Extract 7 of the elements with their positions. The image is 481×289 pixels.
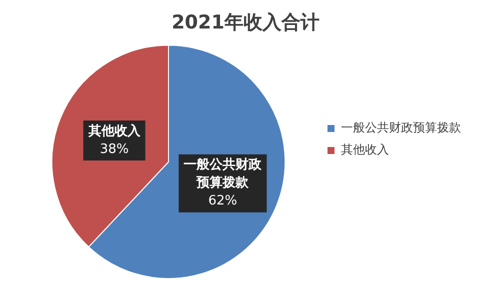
- chart-title: 2021年收入合计: [172, 11, 320, 34]
- data-label: 62%: [208, 194, 238, 209]
- legend-label: 一般公共财政预算拨款: [341, 120, 461, 135]
- slice-label: 其他收入: [87, 122, 142, 139]
- legend-label: 其他收入: [341, 142, 389, 157]
- slice-label: 一般公共财政预算拨款: [184, 158, 263, 191]
- data-label: 38%: [100, 142, 129, 157]
